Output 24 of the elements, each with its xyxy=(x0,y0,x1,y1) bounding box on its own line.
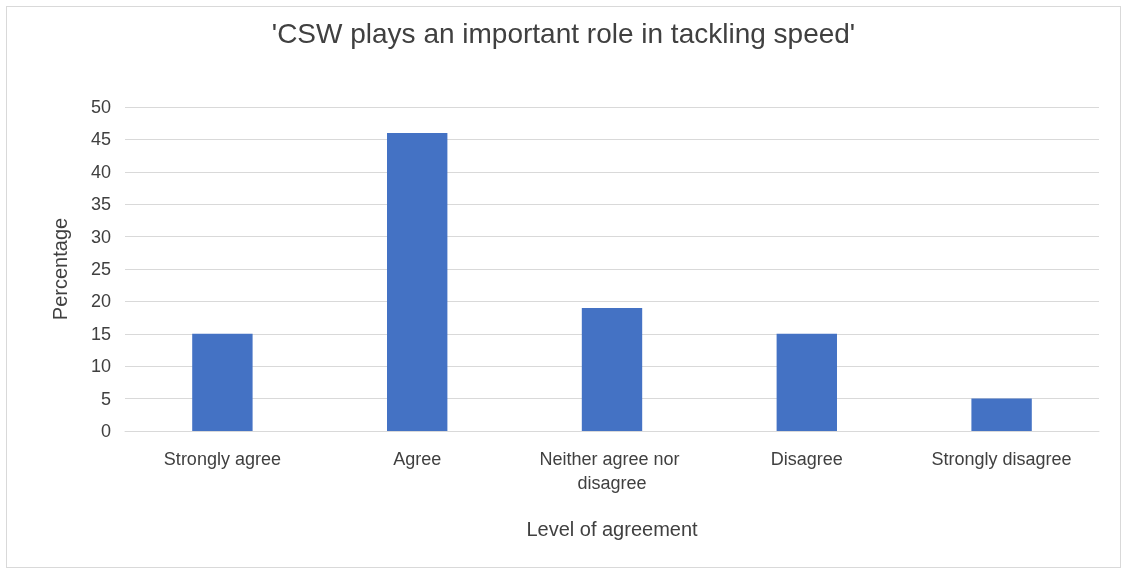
bar xyxy=(776,333,837,431)
y-axis-title: Percentage xyxy=(49,217,71,321)
y-tick-label: 5 xyxy=(100,388,111,409)
y-tick-label: 10 xyxy=(90,356,111,377)
bar xyxy=(192,333,253,431)
x-axis-title: Level of agreement xyxy=(526,518,699,540)
x-tick-label: Strongly disagree xyxy=(931,449,1072,469)
y-tick-label: 20 xyxy=(90,291,111,312)
bar xyxy=(971,398,1032,431)
chart-title: 'CSW plays an important role in tackling speed' xyxy=(271,17,856,49)
bar xyxy=(387,132,448,431)
y-tick-label: 45 xyxy=(90,129,111,150)
x-tick-label: Disagree xyxy=(770,449,843,469)
y-tick-label: 40 xyxy=(90,161,111,182)
x-tick-label: Strongly agree xyxy=(163,449,281,469)
y-tick-label: 25 xyxy=(90,259,111,279)
y-tick-label: 30 xyxy=(90,226,111,247)
y-tick-label: 50 xyxy=(90,97,111,117)
x-tick-label: Neither agree nor disagree xyxy=(539,449,685,493)
y-tick-label: 35 xyxy=(90,194,111,215)
y-tick-label: 0 xyxy=(100,421,111,441)
x-tick-label: Agree xyxy=(393,449,442,469)
bar xyxy=(581,307,643,431)
y-tick-label: 15 xyxy=(90,323,111,344)
